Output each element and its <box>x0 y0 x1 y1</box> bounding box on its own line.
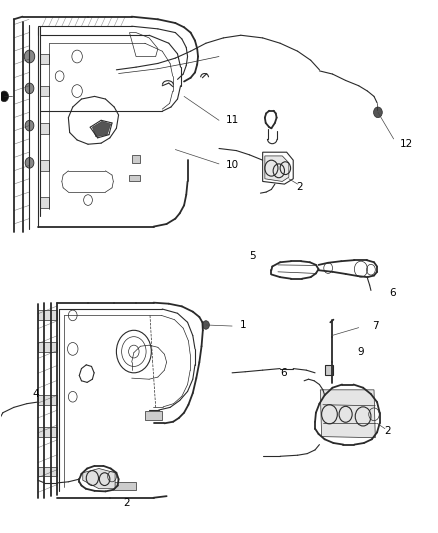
Text: 4: 4 <box>32 389 39 399</box>
Circle shape <box>25 83 34 94</box>
Text: 10: 10 <box>226 160 239 171</box>
Text: 6: 6 <box>280 368 287 378</box>
Circle shape <box>0 91 9 102</box>
Polygon shape <box>320 390 375 438</box>
Polygon shape <box>130 175 140 181</box>
Polygon shape <box>40 86 49 96</box>
Polygon shape <box>40 123 49 134</box>
Polygon shape <box>114 482 136 490</box>
Text: 9: 9 <box>357 346 364 357</box>
Circle shape <box>25 120 34 131</box>
Polygon shape <box>325 365 333 375</box>
Circle shape <box>374 107 382 118</box>
Text: 2: 2 <box>123 498 130 508</box>
Polygon shape <box>132 155 141 163</box>
Polygon shape <box>83 469 115 489</box>
Polygon shape <box>40 197 49 208</box>
Text: 2: 2 <box>297 182 303 192</box>
Text: 11: 11 <box>226 115 239 125</box>
Polygon shape <box>38 427 57 437</box>
Polygon shape <box>265 156 289 181</box>
Polygon shape <box>40 160 49 171</box>
Circle shape <box>24 50 35 63</box>
Polygon shape <box>38 310 57 320</box>
Polygon shape <box>38 467 57 477</box>
Polygon shape <box>38 395 57 405</box>
Text: 5: 5 <box>249 251 256 261</box>
Circle shape <box>202 321 209 329</box>
Circle shape <box>25 158 34 168</box>
Text: 7: 7 <box>372 321 378 331</box>
Text: 12: 12 <box>400 139 413 149</box>
Text: 6: 6 <box>389 288 396 298</box>
Text: 1: 1 <box>240 320 246 330</box>
Text: 2: 2 <box>384 426 390 437</box>
Polygon shape <box>40 54 49 64</box>
Polygon shape <box>38 342 57 352</box>
Polygon shape <box>145 411 162 419</box>
Polygon shape <box>92 122 111 137</box>
